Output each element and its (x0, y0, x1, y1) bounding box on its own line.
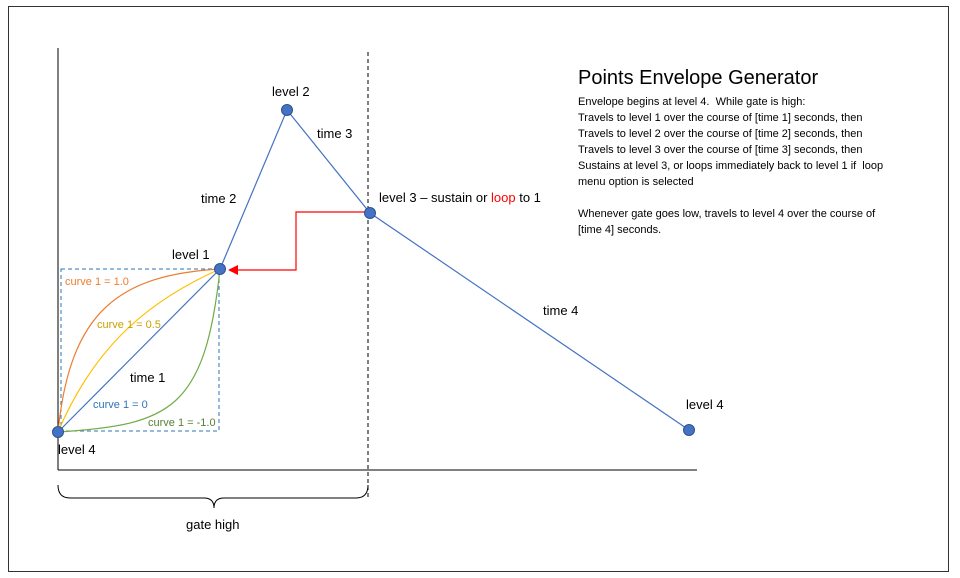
label-level3-suffix: to 1 (516, 190, 541, 205)
description-panel: Points Envelope Generator Envelope begin… (578, 66, 938, 238)
description-line: menu option is selected (578, 176, 694, 188)
description-line: Whenever gate goes low, travels to level… (578, 208, 876, 220)
label-gate-high: gate high (186, 517, 240, 532)
description-line: Travels to level 1 over the course of [t… (578, 112, 863, 124)
description-block-2: Whenever gate goes low, travels to level… (578, 206, 938, 238)
label-level1: level 1 (172, 247, 210, 262)
gate-brace (57, 484, 369, 509)
description-line: Travels to level 3 over the course of [t… (578, 144, 863, 156)
label-curve-0: curve 1 = 0 (93, 399, 148, 411)
point-level3 (364, 207, 376, 219)
curve-0-5 (57, 268, 221, 433)
curve-1-0 (57, 268, 221, 433)
label-level4-start: level 4 (58, 442, 96, 457)
diagram-frame (8, 6, 949, 572)
point-level4-end (683, 424, 695, 436)
point-level1 (214, 263, 226, 275)
label-time1: time 1 (130, 370, 165, 385)
description-block-1: Envelope begins at level 4. While gate i… (578, 94, 938, 190)
label-time4: time 4 (543, 303, 578, 318)
description-line: Travels to level 2 over the course of [t… (578, 128, 863, 140)
description-line: Envelope begins at level 4. While gate i… (578, 96, 806, 108)
curve-box (60, 268, 220, 432)
curve-neg-1-0 (57, 268, 221, 433)
label-level2: level 2 (272, 84, 310, 99)
label-level3: level 3 – sustain or loop to 1 (379, 190, 541, 205)
label-level4-end: level 4 (686, 397, 724, 412)
label-curve-1-0: curve 1 = 1.0 (65, 276, 129, 288)
description-line: [time 4] seconds. (578, 224, 662, 236)
label-level3-loop: loop (491, 190, 516, 205)
label-level3-prefix: level 3 – sustain or (379, 190, 491, 205)
diagram-title: Points Envelope Generator (578, 67, 819, 89)
label-time3: time 3 (317, 126, 352, 141)
label-curve-neg-1-0: curve 1 = -1.0 (148, 417, 216, 429)
loop-arrow (228, 211, 368, 275)
point-level4-start (52, 426, 64, 438)
point-level2 (281, 104, 293, 116)
label-curve-0-5: curve 1 = 0.5 (97, 319, 161, 331)
label-time2: time 2 (201, 191, 236, 206)
description-line: Sustains at level 3, or loops immediatel… (578, 160, 884, 172)
